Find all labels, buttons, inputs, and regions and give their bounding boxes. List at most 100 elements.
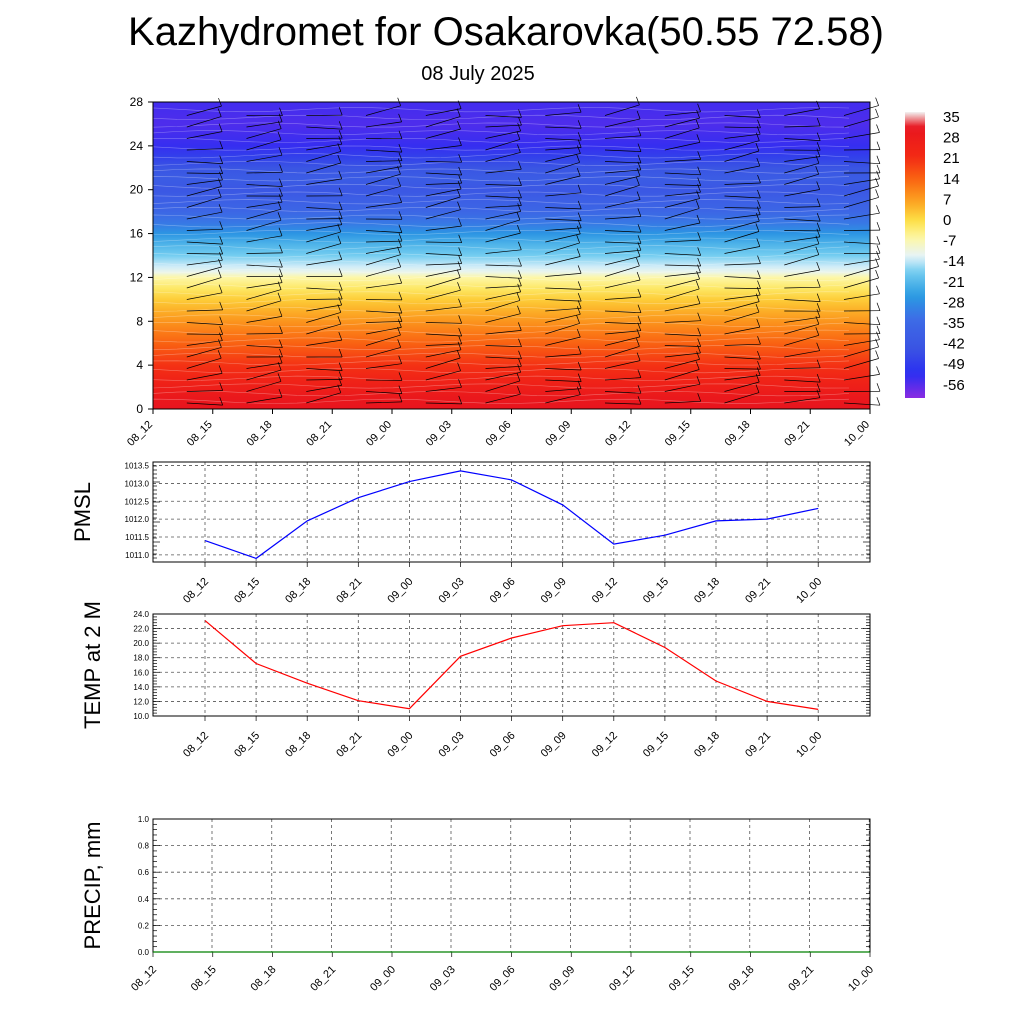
wind-barb-flag (816, 228, 821, 238)
wind-barb-flag (816, 383, 821, 392)
wind-barb-flag (755, 303, 760, 313)
x-tick-label: 09_00 (385, 730, 415, 760)
wind-barb (246, 252, 283, 254)
wind-barb-flag (398, 319, 402, 328)
wind-barb-flag (518, 358, 522, 367)
wind-barb-flag (398, 372, 403, 381)
x-tick-label: 09_03 (428, 964, 458, 994)
wind-barb (246, 208, 282, 220)
wind-barb-flag (577, 380, 582, 389)
wind-barb (186, 322, 223, 325)
wind-barb-flag (695, 119, 700, 129)
wind-barb (425, 277, 461, 289)
wind-barb-flag (576, 248, 581, 257)
wind-barb (425, 188, 462, 197)
wind-barb (365, 334, 401, 346)
wind-barb-flag (278, 308, 283, 317)
wind-barb (843, 346, 879, 358)
precip-panel: 0.0 0.2 0.4 0.6 0.8 1.0 PRECIP, mm 08_12 08_15 08… (80, 815, 876, 994)
wind-barb (724, 301, 760, 312)
colorbar-label: 7 (943, 191, 951, 208)
wind-barb (425, 253, 462, 256)
wind-barb-flag (397, 258, 402, 268)
wind-barb-flag (218, 284, 223, 293)
y-tick-label: 12.0 (133, 697, 149, 706)
wind-barb (843, 358, 879, 369)
wind-barb-flag (696, 270, 700, 280)
wind-barb-flag (637, 127, 642, 136)
y-tick-label: 28 (130, 95, 144, 109)
wind-barb-flag (458, 379, 462, 388)
wind-barb (784, 156, 820, 162)
wind-barb-flag (697, 166, 702, 175)
wind-barb (784, 367, 821, 369)
wind-barb (545, 227, 582, 231)
wind-barb (784, 286, 821, 289)
y-axis-title: PRECIP, mm (80, 822, 105, 950)
wind-barb (485, 291, 521, 300)
wind-barb (784, 189, 820, 197)
y-tick-label: 4 (136, 358, 143, 372)
wind-barb (664, 352, 701, 358)
wind-barb-flag (278, 388, 283, 398)
wind-barb-flag (757, 280, 761, 289)
wind-barb-flag (755, 384, 760, 393)
wind-barb-flag (757, 360, 761, 370)
wind-barb (784, 269, 820, 277)
wind-barb (425, 209, 461, 220)
wind-barb (843, 178, 880, 185)
wind-barb-flag (518, 350, 522, 359)
wind-barb (664, 117, 700, 128)
wind-barb (843, 402, 880, 406)
pmsl-panel: 1011.0 1011.5 1012.0 1012.5 1013.0 1013.5 PMSL… (70, 461, 871, 606)
wind-barb-flag (636, 177, 640, 186)
x-tick-label: 08_18 (283, 730, 313, 760)
colorbar (905, 112, 925, 398)
y-tick-label: 0 (136, 402, 143, 416)
wind-barb (545, 287, 582, 290)
wind-barb-flag (219, 235, 224, 245)
contour-line (152, 107, 850, 113)
wind-barb-flag (696, 295, 701, 304)
wind-barb-flag (576, 167, 581, 177)
wind-barb (485, 130, 521, 139)
x-tick-label: 08_12 (125, 419, 155, 449)
wind-barb-flag (755, 293, 760, 302)
wind-barb-flag (577, 104, 582, 113)
wind-barb (246, 282, 283, 289)
wind-barb-flag (576, 328, 581, 338)
wind-barb-flag (816, 342, 821, 351)
wind-barb-flag (457, 341, 462, 350)
wind-barb-flag (398, 291, 403, 301)
wind-barb-flag (816, 198, 821, 207)
wind-barb (186, 266, 222, 277)
wind-barb (306, 231, 341, 243)
contour-line (152, 137, 850, 143)
panel-frame (152, 818, 871, 953)
wind-barb (604, 135, 641, 139)
wind-barb (306, 339, 342, 346)
wind-barb (365, 166, 402, 174)
wind-barb-flag (338, 348, 343, 358)
wind-barb (306, 126, 343, 130)
wind-barb (365, 391, 402, 394)
wind-barb (306, 385, 342, 392)
contour-line (152, 299, 850, 305)
wind-barb-flag (757, 270, 761, 279)
wind-barb (604, 256, 641, 266)
wind-barb (784, 254, 819, 266)
wind-barb (246, 369, 282, 381)
wind-barb-flag (277, 131, 282, 140)
wind-barb-flag (456, 108, 461, 117)
wind-barb (664, 278, 700, 289)
wind-barb (604, 296, 641, 300)
contour-line (152, 391, 850, 397)
wind-barb-flag (398, 238, 402, 248)
contour-line (152, 291, 850, 297)
wind-barb (306, 178, 342, 185)
contour-line (152, 337, 850, 343)
wind-barb-flag (816, 142, 821, 151)
wind-barb (246, 201, 283, 208)
wind-barb-flag (637, 143, 642, 152)
wind-barb (545, 353, 582, 358)
